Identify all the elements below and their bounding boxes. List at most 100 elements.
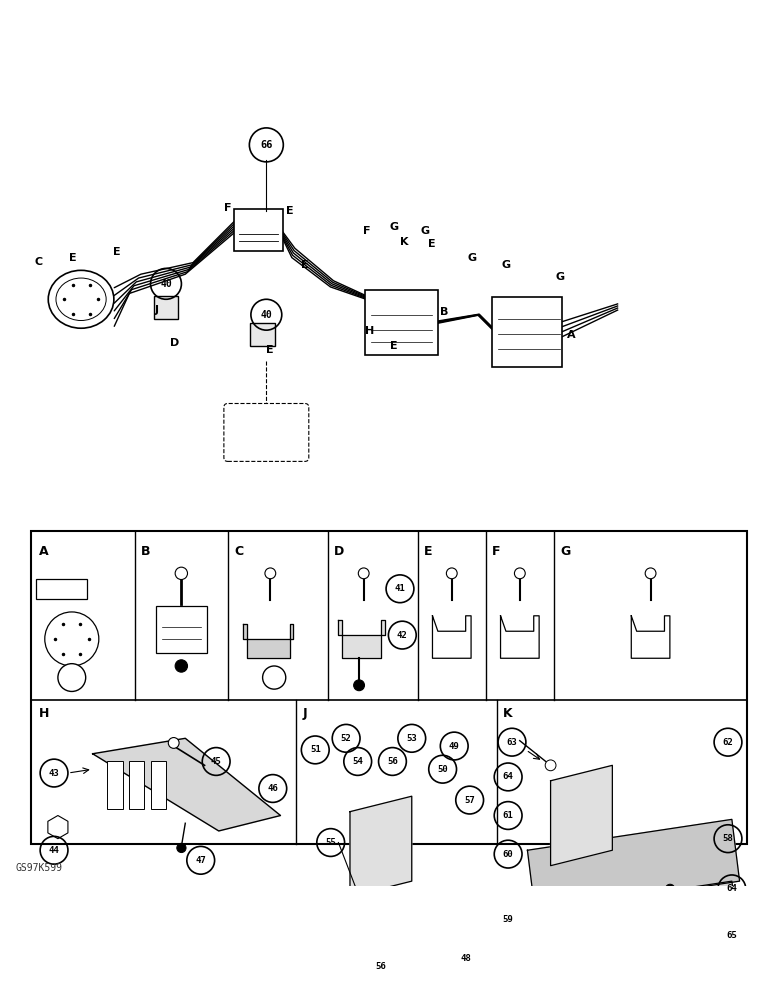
Polygon shape <box>350 796 411 897</box>
Circle shape <box>265 568 276 579</box>
Text: E: E <box>286 206 293 216</box>
Ellipse shape <box>56 278 106 321</box>
Text: E: E <box>428 239 436 249</box>
Text: D: D <box>170 338 179 348</box>
Text: B: B <box>141 545 151 558</box>
Text: E: E <box>113 247 121 257</box>
Text: 62: 62 <box>723 738 733 747</box>
Text: 50: 50 <box>437 765 448 774</box>
Text: A: A <box>39 545 48 558</box>
Circle shape <box>177 843 186 853</box>
FancyBboxPatch shape <box>492 297 562 367</box>
Text: G: G <box>421 226 430 236</box>
Text: J: J <box>302 707 306 720</box>
Text: 40: 40 <box>260 310 273 320</box>
Text: GS97K599: GS97K599 <box>15 863 63 873</box>
Text: H: H <box>365 326 374 336</box>
Circle shape <box>358 568 369 579</box>
Text: 61: 61 <box>503 811 513 820</box>
Text: 56: 56 <box>387 757 398 766</box>
Text: 49: 49 <box>449 742 459 751</box>
Text: 47: 47 <box>195 856 206 865</box>
FancyBboxPatch shape <box>156 606 207 653</box>
Circle shape <box>168 738 179 748</box>
Text: 40: 40 <box>160 279 172 289</box>
Circle shape <box>530 907 540 917</box>
Text: 48: 48 <box>460 954 471 963</box>
FancyBboxPatch shape <box>36 579 87 599</box>
Text: F: F <box>224 203 232 213</box>
Text: 43: 43 <box>49 769 59 778</box>
Circle shape <box>58 664 86 691</box>
Text: 42: 42 <box>397 631 408 640</box>
FancyBboxPatch shape <box>129 761 144 809</box>
Text: 59: 59 <box>503 915 513 924</box>
Text: E: E <box>301 260 309 270</box>
Text: 65: 65 <box>726 931 737 940</box>
Text: 56: 56 <box>375 962 386 971</box>
Circle shape <box>514 568 525 579</box>
Text: 45: 45 <box>211 757 222 766</box>
Text: A: A <box>567 330 576 340</box>
Circle shape <box>175 660 188 672</box>
Text: 64: 64 <box>503 772 513 781</box>
Text: C: C <box>234 545 243 558</box>
Circle shape <box>608 892 617 901</box>
Text: K: K <box>503 707 513 720</box>
FancyBboxPatch shape <box>23 133 749 500</box>
Text: F: F <box>492 545 500 558</box>
Circle shape <box>545 760 556 771</box>
Circle shape <box>569 900 578 909</box>
Text: 55: 55 <box>325 838 336 847</box>
Bar <box>31 531 747 844</box>
Text: E: E <box>266 345 274 355</box>
Polygon shape <box>93 738 280 831</box>
Text: D: D <box>334 545 344 558</box>
FancyBboxPatch shape <box>151 761 166 809</box>
Text: 46: 46 <box>267 784 278 793</box>
Text: 60: 60 <box>503 850 513 859</box>
FancyBboxPatch shape <box>365 290 438 355</box>
Circle shape <box>665 884 675 893</box>
Text: G: G <box>502 260 511 270</box>
FancyBboxPatch shape <box>250 323 275 346</box>
Text: B: B <box>440 307 449 317</box>
Text: H: H <box>39 707 49 720</box>
Text: F: F <box>363 226 371 236</box>
FancyBboxPatch shape <box>154 296 178 319</box>
Text: 41: 41 <box>394 584 405 593</box>
Polygon shape <box>243 624 293 658</box>
Text: 58: 58 <box>723 834 733 843</box>
Circle shape <box>645 568 656 579</box>
Circle shape <box>354 680 364 691</box>
Text: 66: 66 <box>260 140 273 150</box>
FancyBboxPatch shape <box>107 761 123 809</box>
Text: K: K <box>400 237 408 247</box>
Circle shape <box>175 567 188 580</box>
FancyBboxPatch shape <box>224 403 309 461</box>
Polygon shape <box>527 881 740 974</box>
Text: G: G <box>390 222 399 232</box>
Text: 63: 63 <box>506 738 517 747</box>
Text: 57: 57 <box>464 796 475 805</box>
Text: 54: 54 <box>352 757 363 766</box>
Circle shape <box>429 899 440 910</box>
Text: C: C <box>35 257 43 267</box>
FancyBboxPatch shape <box>234 209 283 251</box>
Polygon shape <box>527 819 740 912</box>
Text: G: G <box>560 545 571 558</box>
Circle shape <box>360 922 371 933</box>
Text: 51: 51 <box>310 745 320 754</box>
Text: 64: 64 <box>726 884 737 893</box>
Text: 52: 52 <box>340 734 351 743</box>
Text: E: E <box>424 545 432 558</box>
Polygon shape <box>338 620 384 658</box>
Circle shape <box>262 666 286 689</box>
Text: E: E <box>390 341 398 351</box>
Polygon shape <box>550 765 612 866</box>
Text: G: G <box>467 253 476 263</box>
Circle shape <box>45 612 99 666</box>
Circle shape <box>446 568 457 579</box>
Text: J: J <box>154 305 158 315</box>
Ellipse shape <box>48 270 114 328</box>
